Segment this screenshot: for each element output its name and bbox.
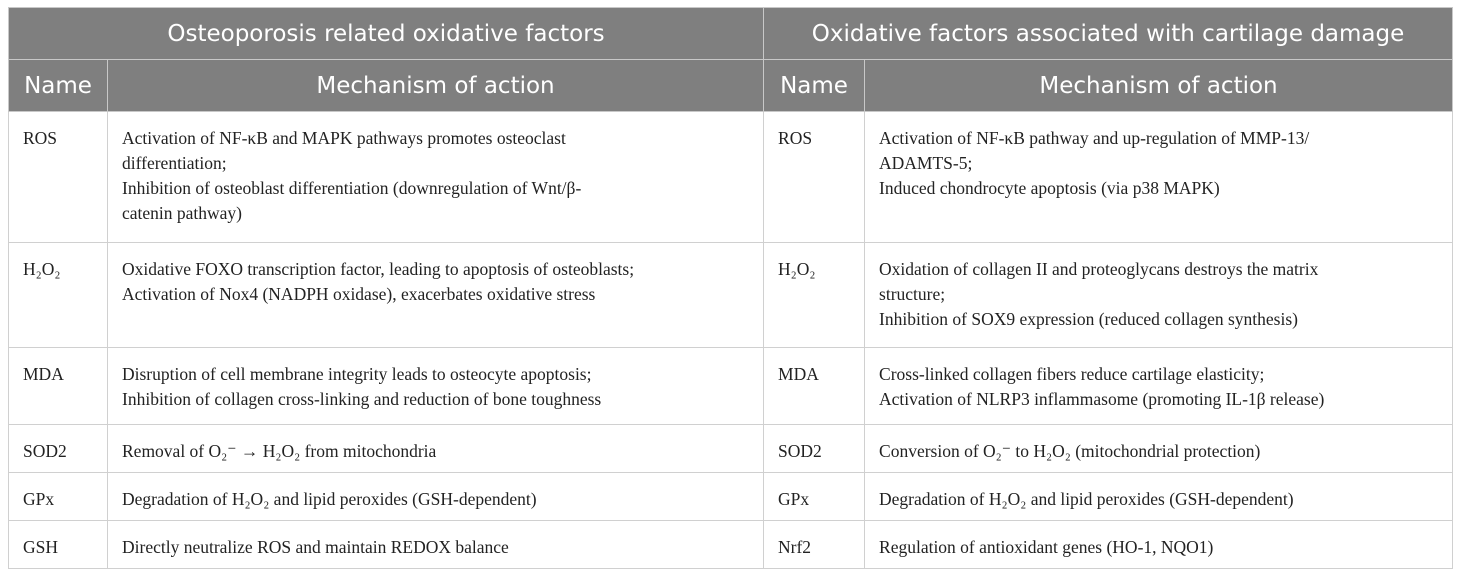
factor-name-right: Nrf2 [763, 520, 866, 569]
factor-name-left: ROS [8, 111, 108, 243]
mechanism-right: Oxidation of collagen II and proteoglyca… [864, 242, 1454, 348]
table-row: ROS Activation of NF-κB and MAPK pathways… [8, 111, 1454, 243]
mechanism-right: Degradation of H₂O₂ and lipid peroxides … [864, 472, 1454, 521]
mechanism-left: Disruption of cell membrane integrity le… [106, 347, 765, 425]
column-header-name-right: Name [763, 59, 866, 112]
group-header-osteoporosis: Osteoporosis related oxidative factors [7, 7, 765, 60]
mechanism-line: Directly neutralize ROS and maintain RED… [122, 537, 509, 557]
factor-name-right: ROS [763, 111, 866, 243]
factor-name-text: H₂O₂ [778, 259, 816, 279]
column-header-row: Name Mechanism of action Name Mechanism … [8, 59, 1454, 112]
mechanism-left: Oxidative FOXO transcription factor, lea… [106, 242, 765, 348]
table-body: ROS Activation of NF-κB and MAPK pathways… [8, 111, 1454, 569]
factor-name-left: SOD2 [8, 424, 108, 473]
table-row: GSH Directly neutralize ROS and maintain … [8, 520, 1454, 569]
mechanism-line: Conversion of O₂⁻ to H₂O₂ (mitochondrial… [879, 441, 1261, 461]
factor-name-text: GPx [778, 489, 810, 509]
table-row: GPx Degradation of H₂O₂ and lipid peroxid… [8, 472, 1454, 521]
mechanism-line: Activation of NF-κB pathway and up-regul… [879, 128, 1310, 148]
factor-name-text: GPx [23, 489, 55, 509]
table-row: MDA Disruption of cell membrane integrity… [8, 347, 1454, 425]
factor-name-text: SOD2 [23, 441, 67, 461]
mechanism-line: Activation of Nox4 (NADPH oxidase), exac… [122, 284, 596, 304]
mechanism-left: Removal of O₂⁻ → H₂O₂ from mitochondria [106, 424, 765, 473]
table-header: Osteoporosis related oxidative factors O… [7, 7, 1454, 112]
factor-name-left: H₂O₂ [8, 242, 108, 348]
factor-name-left: GSH [8, 520, 108, 569]
mechanism-left: Degradation of H₂O₂ and lipid peroxides … [106, 472, 765, 521]
group-header-cartilage: Oxidative factors associated with cartil… [763, 7, 1454, 60]
factor-name-text: Nrf2 [778, 537, 812, 557]
factor-name-text: H₂O₂ [23, 259, 61, 279]
factor-name-text: ROS [23, 128, 58, 148]
mechanism-line: Cross-linked collagen fibers reduce cart… [879, 364, 1265, 384]
column-header-name-left: Name [8, 59, 108, 112]
mechanism-right: Regulation of antioxidant genes (HO-1, N… [864, 520, 1454, 569]
mechanism-line: Activation of NLRP3 inflammasome (promot… [879, 389, 1325, 409]
mechanism-line: Inhibition of SOX9 expression (reduced c… [879, 309, 1298, 329]
mechanism-line: Induced chondrocyte apoptosis (via p38 M… [879, 178, 1220, 198]
mechanism-line: Degradation of H₂O₂ and lipid peroxides … [122, 489, 537, 509]
factor-name-text: GSH [23, 537, 59, 557]
mechanism-line: Inhibition of collagen cross-linking and… [122, 389, 602, 409]
mechanism-line: ADAMTS-5; [879, 153, 973, 173]
factor-name-left: GPx [8, 472, 108, 521]
mechanism-left: Directly neutralize ROS and maintain RED… [106, 520, 765, 569]
factor-name-text: SOD2 [778, 441, 822, 461]
mechanism-line: structure; [879, 284, 946, 304]
mechanism-right: Conversion of O₂⁻ to H₂O₂ (mitochondrial… [864, 424, 1454, 473]
mechanism-line: Removal of O₂⁻ → H₂O₂ from mitochondria [122, 441, 437, 461]
factor-name-text: ROS [778, 128, 813, 148]
factor-name-text: MDA [778, 364, 819, 384]
mechanism-line: Activation of NF-κB and MAPK pathways pr… [122, 128, 566, 148]
mechanism-line: Degradation of H₂O₂ and lipid peroxides … [879, 489, 1294, 509]
mechanism-line: Inhibition of osteoblast differentiation… [122, 178, 582, 198]
column-header-mechanism-left: Mechanism of action [106, 59, 765, 112]
factor-name-right: GPx [763, 472, 866, 521]
column-header-mechanism-right: Mechanism of action [864, 59, 1454, 112]
factor-name-right: SOD2 [763, 424, 866, 473]
mechanism-left: Activation of NF-κB and MAPK pathways pr… [106, 111, 765, 243]
mechanism-line: Disruption of cell membrane integrity le… [122, 364, 592, 384]
mechanism-line: Oxidation of collagen II and proteoglyca… [879, 259, 1319, 279]
mechanism-right: Activation of NF-κB pathway and up-regul… [864, 111, 1454, 243]
factor-name-right: MDA [763, 347, 866, 425]
factor-name-left: MDA [8, 347, 108, 425]
table-row: H₂O₂ Oxidative FOXO transcription factor,… [8, 242, 1454, 348]
oxidative-factors-table: Osteoporosis related oxidative factors O… [7, 7, 1454, 569]
mechanism-line: Oxidative FOXO transcription factor, lea… [122, 259, 635, 279]
mechanism-line: Regulation of antioxidant genes (HO-1, N… [879, 537, 1214, 557]
mechanism-line: catenin pathway) [122, 203, 243, 223]
factor-name-text: MDA [23, 364, 64, 384]
mechanism-line: differentiation; [122, 153, 227, 173]
table-row: SOD2 Removal of O₂⁻ → H₂O₂ from mitochond… [8, 424, 1454, 473]
group-header-row: Osteoporosis related oxidative factors O… [7, 7, 1454, 60]
mechanism-right: Cross-linked collagen fibers reduce cart… [864, 347, 1454, 425]
factor-name-right: H₂O₂ [763, 242, 866, 348]
